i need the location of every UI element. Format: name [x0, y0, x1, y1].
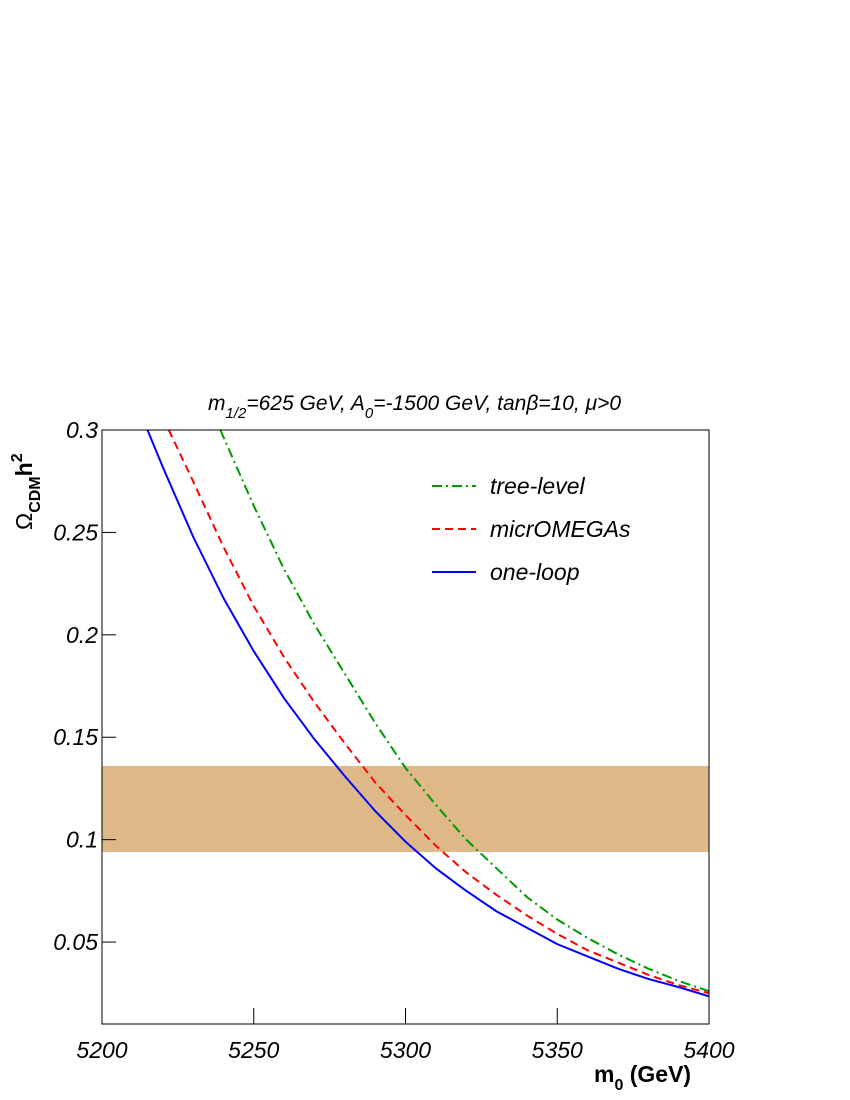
x-tick-label: 5400: [683, 1037, 734, 1063]
y-axis-label: ΩCDMh2: [9, 453, 44, 530]
ylabel-part: CDM: [27, 476, 44, 512]
y-tick-label: 0.15: [53, 724, 98, 750]
legend-label: tree-level: [490, 473, 585, 499]
xlabel-part: m: [594, 1061, 614, 1087]
line: [219, 429, 710, 993]
xlabel-part: 0: [614, 1077, 623, 1094]
ylabel-part: Ω: [11, 513, 37, 530]
title-part: =625 GeV, A: [246, 392, 365, 415]
x-tick-label: 5250: [228, 1037, 279, 1063]
title-part: 0: [365, 405, 374, 422]
legend-label: one-loop: [490, 559, 580, 585]
line: [146, 429, 710, 998]
y-tick-label: 0.25: [53, 519, 98, 545]
title-part: =-1500 GeV, tanβ=10, μ>0: [373, 392, 621, 415]
y-tick-label: 0.3: [66, 417, 98, 443]
x-tick-label: 5300: [380, 1037, 431, 1063]
y-tick-label: 0.05: [53, 929, 98, 955]
xlabel-part: (GeV): [623, 1061, 691, 1087]
chart-title: m1/2=625 GeV, A0=-1500 GeV, tanβ=10, μ>0: [208, 392, 621, 422]
line: [167, 429, 710, 995]
legend-label: micrOMEGAs: [490, 516, 631, 542]
x-tick-label: 5350: [532, 1037, 583, 1063]
plot-frame: [101, 429, 710, 1025]
title-part: 1/2: [226, 405, 248, 422]
x-tick-label: 5200: [76, 1037, 127, 1063]
title-part: m: [208, 392, 226, 415]
band: [102, 765, 709, 852]
ylabel-part: h: [11, 462, 37, 476]
y-tick-label: 0.1: [66, 827, 98, 853]
ylabel-part: 2: [9, 453, 26, 462]
x-axis-label: m0 (GeV): [594, 1061, 691, 1094]
y-tick-label: 0.2: [66, 622, 98, 648]
